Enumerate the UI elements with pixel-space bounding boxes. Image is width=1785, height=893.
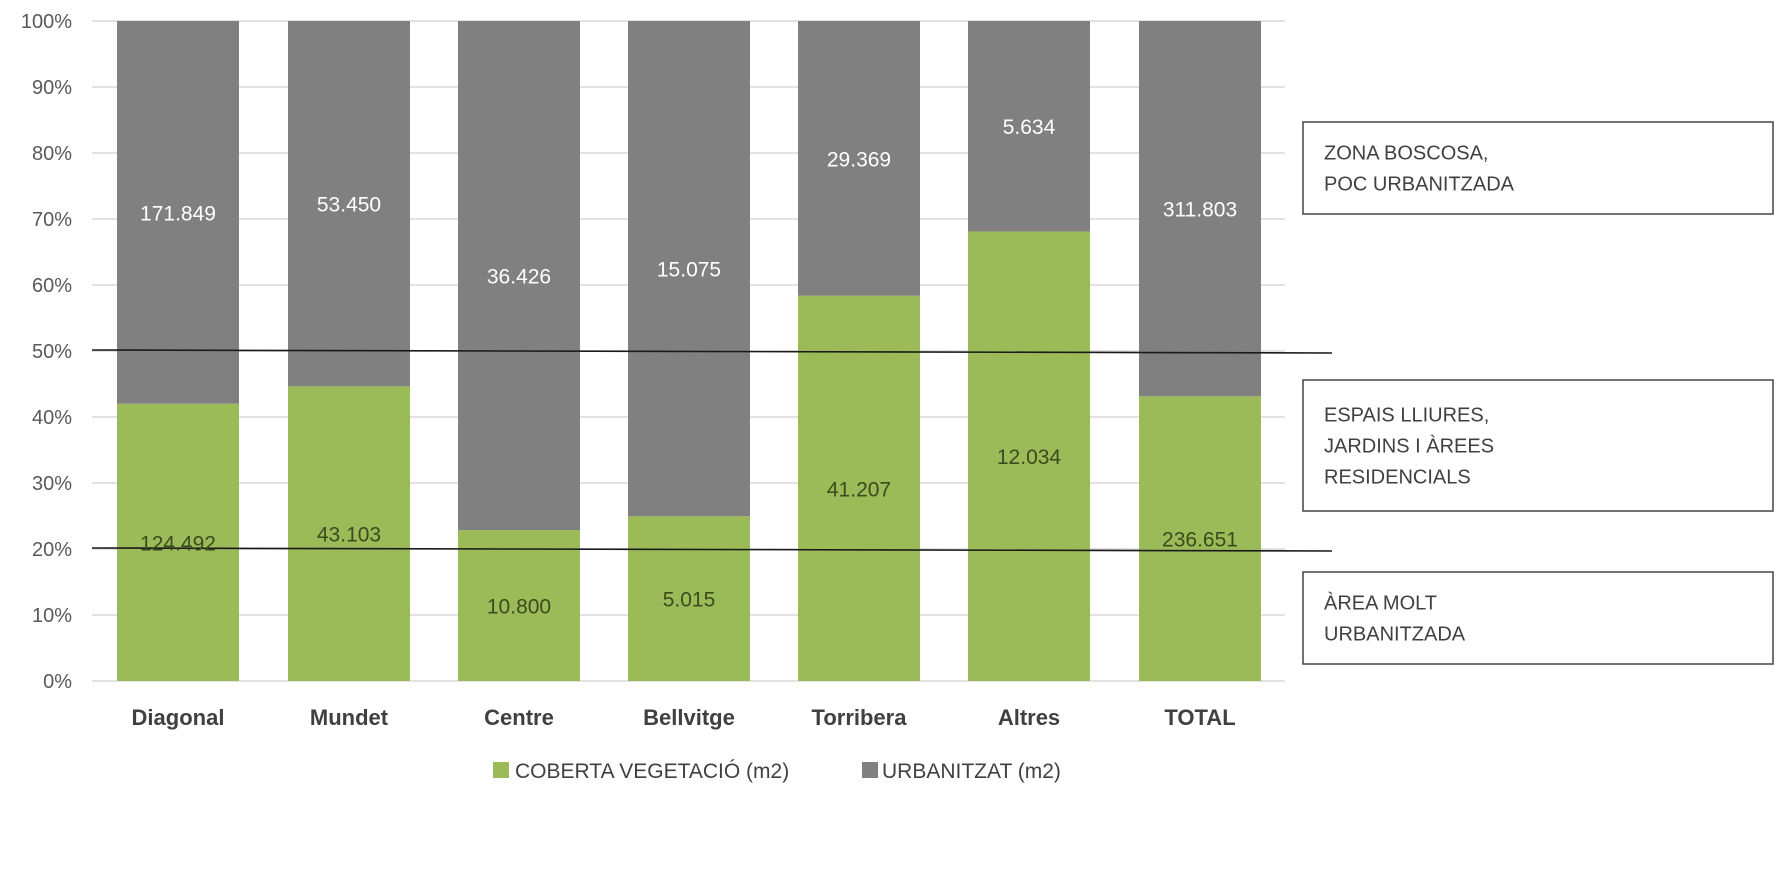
annotation-box: ÀREA MOLT URBANITZADA bbox=[1302, 571, 1774, 665]
bars bbox=[117, 21, 1261, 681]
threshold-line bbox=[91, 349, 1333, 354]
data-label-urbanitzat: 15.075 bbox=[657, 259, 721, 282]
annotation-box: ZONA BOSCOSA, POC URBANITZADA bbox=[1302, 121, 1774, 215]
y-tick-label: 70% bbox=[32, 209, 72, 231]
annotation-frame bbox=[1302, 571, 1774, 665]
bar-urbanitzat bbox=[798, 21, 920, 296]
legend-label: COBERTA VEGETACIÓ (m2) bbox=[515, 760, 789, 783]
data-label-vegetacio: 41.207 bbox=[827, 478, 891, 501]
annotation-text: URBANITZADA bbox=[1324, 624, 1466, 646]
legend-label: URBANITZAT (m2) bbox=[882, 760, 1061, 783]
bar-vegetacio bbox=[458, 530, 580, 681]
data-label-urbanitzat: 5.634 bbox=[1003, 116, 1056, 139]
annotations: ZONA BOSCOSA, POC URBANITZADA ESPAIS LLIUR… bbox=[1302, 121, 1774, 665]
legend-swatch bbox=[493, 762, 509, 778]
x-category-label: Mundet bbox=[310, 705, 389, 730]
data-label-vegetacio: 12.034 bbox=[997, 446, 1062, 469]
data-label-vegetacio: 10.800 bbox=[487, 596, 551, 619]
data-label-urbanitzat: 311.803 bbox=[1163, 199, 1237, 222]
data-label-urbanitzat: 53.450 bbox=[317, 194, 381, 217]
bar-urbanitzat bbox=[628, 21, 750, 517]
data-label-urbanitzat: 36.426 bbox=[487, 266, 551, 289]
data-label-vegetacio: 43.103 bbox=[317, 524, 381, 547]
bar-urbanitzat bbox=[968, 21, 1090, 232]
x-category-label: Bellvitge bbox=[643, 705, 735, 730]
bar-urbanitzat bbox=[117, 21, 239, 404]
data-label-vegetacio: 5.015 bbox=[663, 589, 716, 612]
data-label-urbanitzat: 29.369 bbox=[827, 148, 891, 171]
y-tick-label: 10% bbox=[32, 605, 72, 627]
y-axis: 0% 10% 20% 30% 40% 50% 60% 70% 80% 90% 100% bbox=[21, 11, 72, 693]
x-category-label: TOTAL bbox=[1164, 705, 1235, 730]
y-tick-label: 40% bbox=[32, 407, 72, 429]
annotation-frame bbox=[1302, 379, 1774, 512]
threshold-lines bbox=[91, 349, 1333, 552]
x-category-label: Torribera bbox=[812, 705, 908, 730]
x-axis: Diagonal Mundet Centre Bellvitge Torribera Al… bbox=[132, 705, 1236, 730]
y-tick-label: 100% bbox=[21, 11, 72, 33]
y-tick-label: 0% bbox=[43, 671, 72, 693]
y-tick-label: 20% bbox=[32, 539, 72, 561]
y-tick-label: 60% bbox=[32, 275, 72, 297]
x-category-label: Altres bbox=[998, 705, 1060, 730]
bar-vegetacio bbox=[288, 386, 410, 681]
bar-urbanitzat bbox=[288, 21, 410, 387]
legend-swatch bbox=[862, 762, 878, 778]
annotation-frame bbox=[1302, 121, 1774, 215]
legend-item: COBERTA VEGETACIÓ (m2) bbox=[493, 760, 789, 783]
legend: COBERTA VEGETACIÓ (m2) URBANITZAT (m2) bbox=[493, 760, 1061, 783]
annotation-text: RESIDENCIALS bbox=[1324, 467, 1471, 489]
legend-item: URBANITZAT (m2) bbox=[862, 760, 1061, 783]
data-label-urbanitzat: 171.849 bbox=[140, 202, 216, 225]
y-tick-label: 50% bbox=[32, 341, 72, 363]
bar-urbanitzat bbox=[458, 21, 580, 531]
bar-vegetacio bbox=[628, 516, 750, 681]
bar-vegetacio bbox=[1139, 396, 1261, 681]
annotation-text: ZONA BOSCOSA, bbox=[1324, 143, 1488, 165]
y-tick-label: 80% bbox=[32, 143, 72, 165]
data-labels: 124.492 171.849 43.103 53.450 10.800 36.426 5.… bbox=[140, 116, 1238, 618]
bar-vegetacio bbox=[798, 295, 920, 681]
data-label-vegetacio: 236.651 bbox=[1162, 529, 1238, 552]
bar-urbanitzat bbox=[1139, 21, 1261, 397]
annotation-text: JARDINS I ÀREES bbox=[1324, 435, 1494, 458]
bar-vegetacio bbox=[117, 403, 239, 681]
bar-vegetacio bbox=[968, 231, 1090, 681]
threshold-line bbox=[91, 547, 1333, 552]
annotation-text: POC URBANITZADA bbox=[1324, 174, 1515, 196]
y-tick-label: 90% bbox=[32, 77, 72, 99]
annotation-box: ESPAIS LLIURES, JARDINS I ÀREES RESIDENCIA… bbox=[1302, 379, 1774, 512]
data-label-vegetacio: 124.492 bbox=[140, 532, 216, 555]
annotation-text: ÀREA MOLT bbox=[1324, 592, 1437, 615]
x-category-label: Diagonal bbox=[132, 705, 225, 730]
annotation-text: ESPAIS LLIURES, bbox=[1324, 405, 1489, 427]
x-category-label: Centre bbox=[484, 705, 554, 730]
y-tick-label: 30% bbox=[32, 473, 72, 495]
